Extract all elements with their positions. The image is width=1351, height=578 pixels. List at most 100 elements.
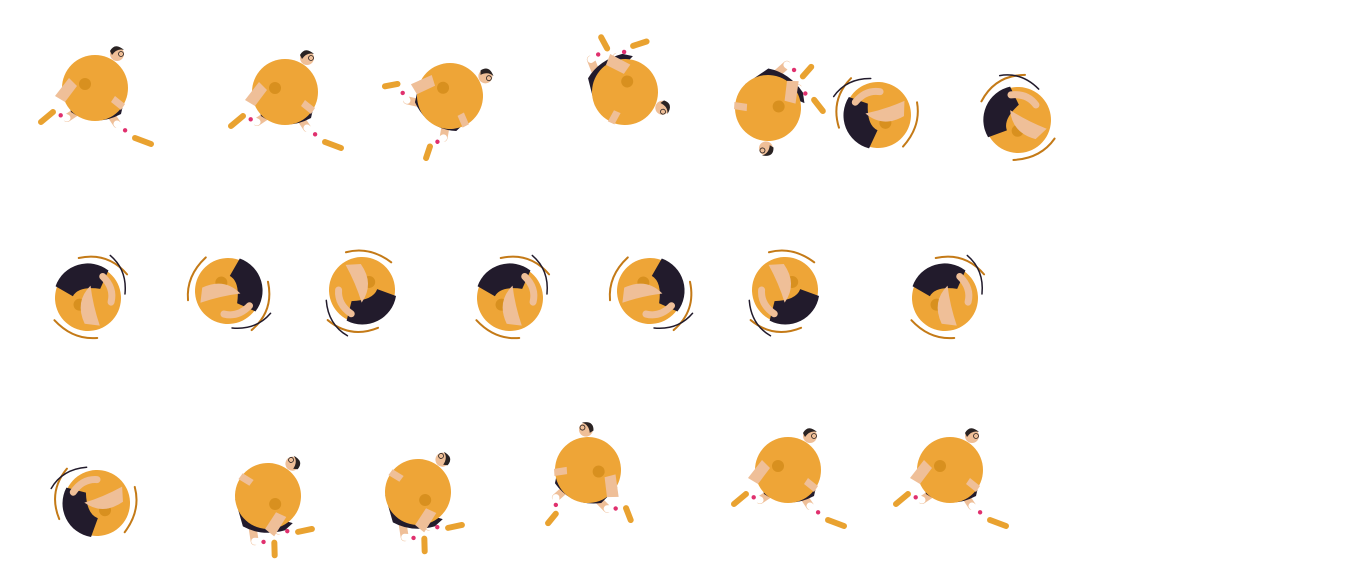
hair: [480, 68, 494, 77]
glasses: [486, 75, 492, 82]
runner-figure: [381, 62, 494, 162]
runner-figure: [980, 73, 1056, 161]
shorts-swirl: [229, 258, 263, 312]
motion-swirl-dark: [231, 312, 272, 330]
back-leg-shoe: [228, 113, 246, 129]
arm: [604, 474, 619, 498]
motion-swirl-inner: [186, 256, 207, 302]
motion-swirl-inner: [53, 319, 99, 340]
hair: [293, 455, 301, 470]
shorts-swirl: [769, 289, 820, 325]
leg-swirl: [521, 272, 538, 306]
motion-swirl-outer: [250, 280, 271, 332]
hair: [581, 422, 594, 433]
motion-swirl-outer: [499, 255, 551, 276]
leg-swirl: [851, 87, 884, 106]
runner-figure: [586, 34, 670, 125]
motion-swirl-inner: [910, 319, 956, 340]
torso: [555, 437, 621, 503]
hand: [238, 473, 254, 486]
runner-sprite: [608, 256, 694, 332]
arm: [748, 460, 770, 484]
runner-figure: [325, 249, 397, 337]
front-leg-sock-stripe: [435, 139, 440, 144]
torso-shade: [772, 100, 785, 113]
motion-swirl-inner: [344, 249, 393, 264]
arm: [55, 78, 77, 102]
back-leg-shoe: [38, 109, 56, 125]
arm-swirl: [502, 285, 522, 326]
back-leg-sock-stripe: [803, 91, 808, 96]
runner-sprite: [475, 254, 551, 340]
front-leg-sock-stripe: [553, 502, 559, 508]
arm: [245, 82, 267, 106]
front-leg-shoe: [825, 517, 847, 529]
motion-swirl-dark: [966, 254, 984, 295]
hand: [554, 466, 568, 477]
motion-swirl-inner: [767, 249, 816, 264]
runner-figure: [50, 466, 138, 538]
motion-swirl-inner: [902, 101, 919, 148]
sprite-frame-r2-6: [710, 215, 860, 365]
sprite-frame-r2-4: [435, 223, 585, 373]
leg-swirl: [335, 286, 355, 318]
torso-shade: [269, 498, 282, 511]
motion-swirl-outer: [54, 467, 68, 521]
runner-sprite: [53, 254, 129, 340]
back-leg-sock-stripe: [621, 49, 627, 55]
front-leg-sock-stripe: [312, 132, 318, 137]
runner-figure: [748, 249, 820, 337]
arm-swirl: [200, 283, 241, 303]
shorts-swirl: [983, 86, 1019, 138]
back-leg-shoe: [445, 521, 465, 531]
runner-sprite: [731, 428, 847, 529]
torso: [755, 437, 821, 503]
back-leg-shoe: [630, 38, 650, 49]
runner-figure: [910, 254, 986, 340]
torso-shade: [772, 460, 784, 472]
front-leg-shoe: [987, 517, 1009, 529]
runner-figure: [228, 50, 344, 151]
runner-figure: [235, 455, 315, 559]
sprite-sheet: [38, 34, 1056, 559]
torso-shade: [934, 460, 946, 472]
arm-swirl: [937, 285, 957, 326]
hand: [966, 478, 980, 492]
sprite-frame-r3-4: [513, 395, 663, 545]
front-leg-shoe: [322, 139, 344, 151]
shorts-swirl: [477, 263, 531, 297]
front-leg-sock-stripe: [815, 510, 821, 515]
runner-figure: [38, 46, 154, 147]
motion-swirl-dark: [998, 74, 1040, 90]
arm: [415, 508, 437, 533]
motion-swirl-outer: [980, 73, 1026, 103]
torso-shade: [419, 494, 432, 507]
front-leg-sock-stripe: [595, 52, 601, 57]
arm-swirl: [1010, 110, 1047, 140]
torso-shade: [79, 78, 91, 90]
leg-swirl: [1007, 91, 1040, 109]
back-leg-shoe: [295, 525, 315, 535]
front-leg-shoe: [598, 34, 611, 52]
leg-swirl: [956, 272, 973, 306]
motion-swirl-outer: [672, 280, 693, 332]
motion-swirl-inner: [1012, 137, 1056, 161]
glasses: [973, 433, 979, 439]
runner-sprite: [38, 46, 154, 147]
arm-swirl: [865, 100, 905, 122]
arm-swirl: [84, 486, 123, 510]
front-leg-shoe: [421, 535, 428, 555]
motion-swirl-outer: [77, 255, 129, 276]
hand: [804, 478, 818, 492]
torso-shade: [621, 75, 634, 88]
shorts-swirl: [55, 263, 109, 297]
hair: [761, 145, 774, 156]
back-leg-shoe: [381, 80, 401, 90]
glasses: [660, 108, 666, 115]
hair: [300, 50, 314, 59]
arm-swirl: [80, 285, 100, 326]
sprite-frame-r3-2: [193, 421, 343, 571]
motion-swirl-dark: [531, 254, 549, 295]
hand: [388, 469, 404, 482]
shorts-swirl: [651, 258, 685, 312]
